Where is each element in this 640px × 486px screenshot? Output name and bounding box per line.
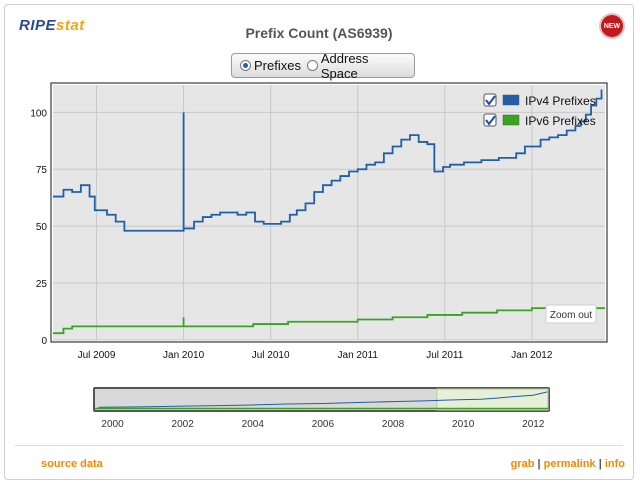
new-badge-icon[interactable]: NEW [601,15,623,37]
series-ipv6-line [53,307,605,335]
plot-background [53,85,605,340]
grab-link[interactable]: grab [510,458,535,470]
ripestat-logo[interactable]: RIPEstat [19,17,85,34]
y-tick-label: 75 [36,165,48,176]
info-link[interactable]: info [604,458,625,470]
radio-prefixes[interactable]: Prefixes [240,58,301,73]
navigator-tick-label: 2008 [382,419,405,430]
legend-swatch [502,94,520,106]
radio-address-space-label: Address Space [320,50,369,81]
series-ipv4-line [53,89,603,232]
x-tick-label: Jul 2011 [426,350,464,361]
footer-links: grab | permalink | info [511,458,625,470]
legend-label: IPv4 Prefixes [525,94,596,108]
navigator-background [95,389,548,410]
x-tick-label: Jan 2011 [338,350,379,361]
x-tick-label: Jul 2010 [252,350,290,361]
permalink-link[interactable]: permalink [543,458,596,470]
chart: 0 25 50 75 100 Jul 2009 Jan 2010 Jul 2010 Jan 20… [30,82,608,430]
checkmark-icon [485,115,496,126]
navigator-tick-label: 2000 [101,419,124,430]
radio-unselected-icon [306,60,318,71]
legend-checkbox[interactable] [483,113,497,127]
x-tick-label: Jan 2010 [163,350,205,361]
radio-address-space[interactable]: Address Space [306,50,408,81]
x-tick-label: Jul 2009 [78,350,116,361]
zoom-out-button[interactable] [545,304,597,324]
y-tick-label: 50 [36,222,48,233]
footer-separator: | [537,458,541,470]
navigator-ipv4-line [98,391,548,408]
navigator-tick-label: 2004 [242,419,265,430]
source-data-link[interactable]: source data [41,458,103,470]
y-tick-label: 0 [41,336,47,347]
navigator-tick-label: 2006 [312,419,335,430]
checkmark-icon [485,95,496,106]
navigator-selection[interactable] [436,388,549,411]
widget-title: Prefix Count (AS6939) [245,25,393,41]
y-tick-label: 100 [30,108,47,119]
legend-checkbox[interactable] [483,93,497,107]
footer-divider [15,445,623,446]
footer-separator: | [598,458,602,470]
legend-swatch [502,114,520,126]
radio-prefixes-label: Prefixes [254,58,301,73]
mode-toggle: Prefixes Address Space [231,50,415,81]
navigator-tick-label: 2002 [172,419,195,430]
logo-part-stat: stat [56,17,85,34]
navigator-tick-label: 2012 [522,419,545,430]
zoom-out-label: Zoom out [550,310,592,321]
y-tick-label: 25 [36,279,48,290]
legend-label: IPv6 Prefixes [525,114,596,128]
logo-part-ripe: RIPE [19,17,57,34]
x-tick-label: Jan 2012 [511,350,553,361]
navigator-tick-label: 2010 [452,419,475,430]
radio-selected-icon [240,60,251,71]
